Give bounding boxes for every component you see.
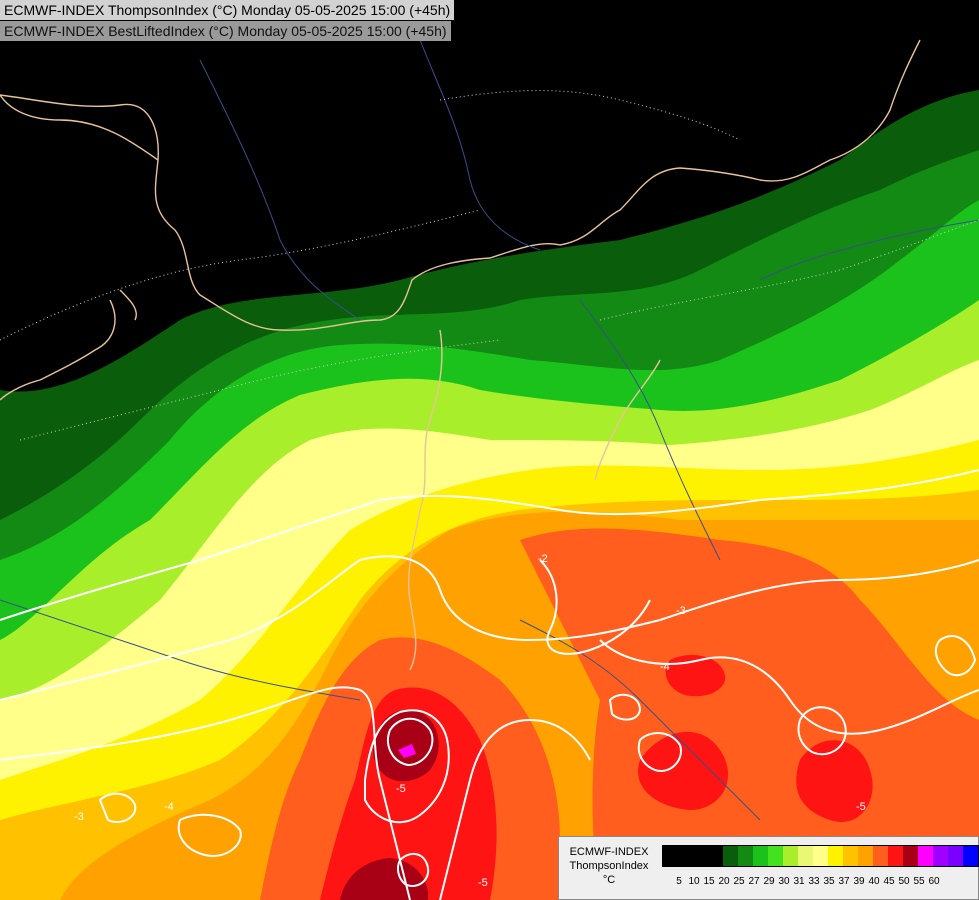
- legend-tick-label: 15: [703, 876, 715, 887]
- legend-color-scale: [662, 845, 979, 867]
- legend-swatch: [903, 846, 918, 866]
- field-red-east3: [665, 655, 726, 697]
- legend-tick-label: 27: [748, 876, 760, 887]
- legend-tick-label: 39: [853, 876, 865, 887]
- contour-label: -2: [538, 553, 548, 565]
- contour-label: -5: [478, 877, 488, 889]
- contour-label: -4: [164, 801, 174, 813]
- lifted-index-contours: [0, 469, 979, 900]
- country-borders: [0, 39, 921, 671]
- legend-swatch: [753, 846, 768, 866]
- color-legend: ECMWF-INDEX ThompsonIndex °C 5 10 15 20 25 27…: [558, 836, 979, 900]
- legend-swatch: [783, 846, 798, 866]
- legend-swatch: [663, 846, 678, 866]
- field-red-east2: [796, 740, 873, 822]
- contour-labels: -2 -3 -4 -5 -5 -4 -3 -5: [74, 553, 866, 889]
- legend-swatch: [843, 846, 858, 866]
- map-title-thompson-index: ECMWF-INDEX ThompsonIndex (°C) Monday 05…: [0, 0, 455, 20]
- contour-label: -4: [660, 661, 670, 673]
- legend-tick-label: 60: [928, 876, 940, 887]
- legend-title-model: ECMWF-INDEX: [569, 846, 649, 858]
- field-dark-red-core: [373, 709, 439, 782]
- legend-swatch: [693, 846, 708, 866]
- legend-tick-label: 33: [808, 876, 820, 887]
- contour-label: -5: [856, 801, 866, 813]
- legend-tick-label: 20: [718, 876, 730, 887]
- legend-swatch: [858, 846, 873, 866]
- legend-swatch: [708, 846, 723, 866]
- contour-label: -5: [396, 783, 406, 795]
- legend-swatch: [723, 846, 738, 866]
- legend-swatch: [738, 846, 753, 866]
- legend-tick-label: 29: [763, 876, 775, 887]
- legend-tick-label: 37: [838, 876, 850, 887]
- legend-swatch: [873, 846, 888, 866]
- legend-tick-label: 35: [823, 876, 835, 887]
- contour-label: -3: [676, 605, 686, 617]
- legend-swatch: [678, 846, 693, 866]
- map-title-best-lifted-index: ECMWF-INDEX BestLiftedIndex (°C) Monday …: [0, 21, 451, 41]
- legend-swatch: [918, 846, 933, 866]
- legend-tick-label: 45: [883, 876, 895, 887]
- field-magenta-peak: [398, 744, 416, 758]
- field-red-east: [638, 731, 729, 810]
- legend-swatch: [948, 846, 963, 866]
- legend-swatch: [933, 846, 948, 866]
- legend-tick-label: 50: [898, 876, 910, 887]
- legend-tick-label: 40: [868, 876, 880, 887]
- legend-tick-label: 25: [733, 876, 745, 887]
- legend-title-unit: °C: [602, 874, 616, 886]
- legend-title: ECMWF-INDEX ThompsonIndex °C: [561, 845, 657, 887]
- legend-title-parameter: ThompsonIndex: [569, 860, 649, 872]
- legend-swatch: [798, 846, 813, 866]
- legend-tick-label: 55: [913, 876, 925, 887]
- contour-label: -3: [74, 811, 84, 823]
- rivers: [0, 39, 979, 821]
- legend-tick-label: 5: [676, 876, 682, 887]
- legend-tick-label: 10: [688, 876, 700, 887]
- legend-swatch: [828, 846, 843, 866]
- legend-swatch: [963, 846, 978, 866]
- field-dark-red-south: [340, 858, 429, 900]
- legend-swatch: [768, 846, 783, 866]
- legend-tick-label: 31: [793, 876, 805, 887]
- dotted-isolines: [0, 90, 979, 441]
- legend-swatch: [813, 846, 828, 866]
- legend-tick-label: 30: [778, 876, 790, 887]
- legend-swatch: [888, 846, 903, 866]
